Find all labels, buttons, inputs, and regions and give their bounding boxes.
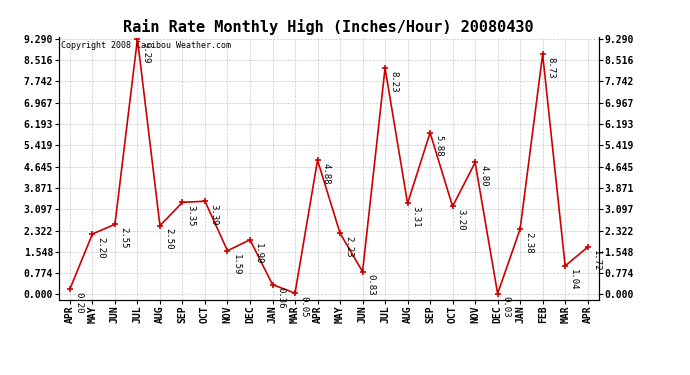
Text: 0.83: 0.83 [366,274,376,296]
Text: 0.36: 0.36 [277,287,286,309]
Text: 2.55: 2.55 [119,227,128,249]
Text: 8.23: 8.23 [389,71,398,92]
Text: 9.29: 9.29 [141,42,150,63]
Text: 4.88: 4.88 [322,163,331,184]
Text: 3.35: 3.35 [186,205,196,226]
Text: 2.38: 2.38 [524,232,533,253]
Text: 3.31: 3.31 [412,206,421,228]
Text: 3.20: 3.20 [457,209,466,231]
Text: 0.05: 0.05 [299,296,308,317]
Text: 8.73: 8.73 [546,57,556,78]
Text: 1.59: 1.59 [232,254,241,275]
Text: 0.20: 0.20 [74,292,83,313]
Text: 2.50: 2.50 [164,228,173,250]
Text: 0.03: 0.03 [502,297,511,318]
Text: 4.80: 4.80 [480,165,489,187]
Text: 2.23: 2.23 [344,236,353,257]
Text: 5.88: 5.88 [434,135,443,157]
Text: 1.04: 1.04 [569,268,578,290]
Title: Rain Rate Monthly High (Inches/Hour) 20080430: Rain Rate Monthly High (Inches/Hour) 200… [124,19,534,35]
Text: 1.72: 1.72 [592,250,601,272]
Text: Copyright 2008 Caribou Weather.com: Copyright 2008 Caribou Weather.com [61,42,231,51]
Text: 3.39: 3.39 [209,204,218,225]
Text: 2.20: 2.20 [97,237,106,258]
Text: 1.99: 1.99 [254,243,263,264]
